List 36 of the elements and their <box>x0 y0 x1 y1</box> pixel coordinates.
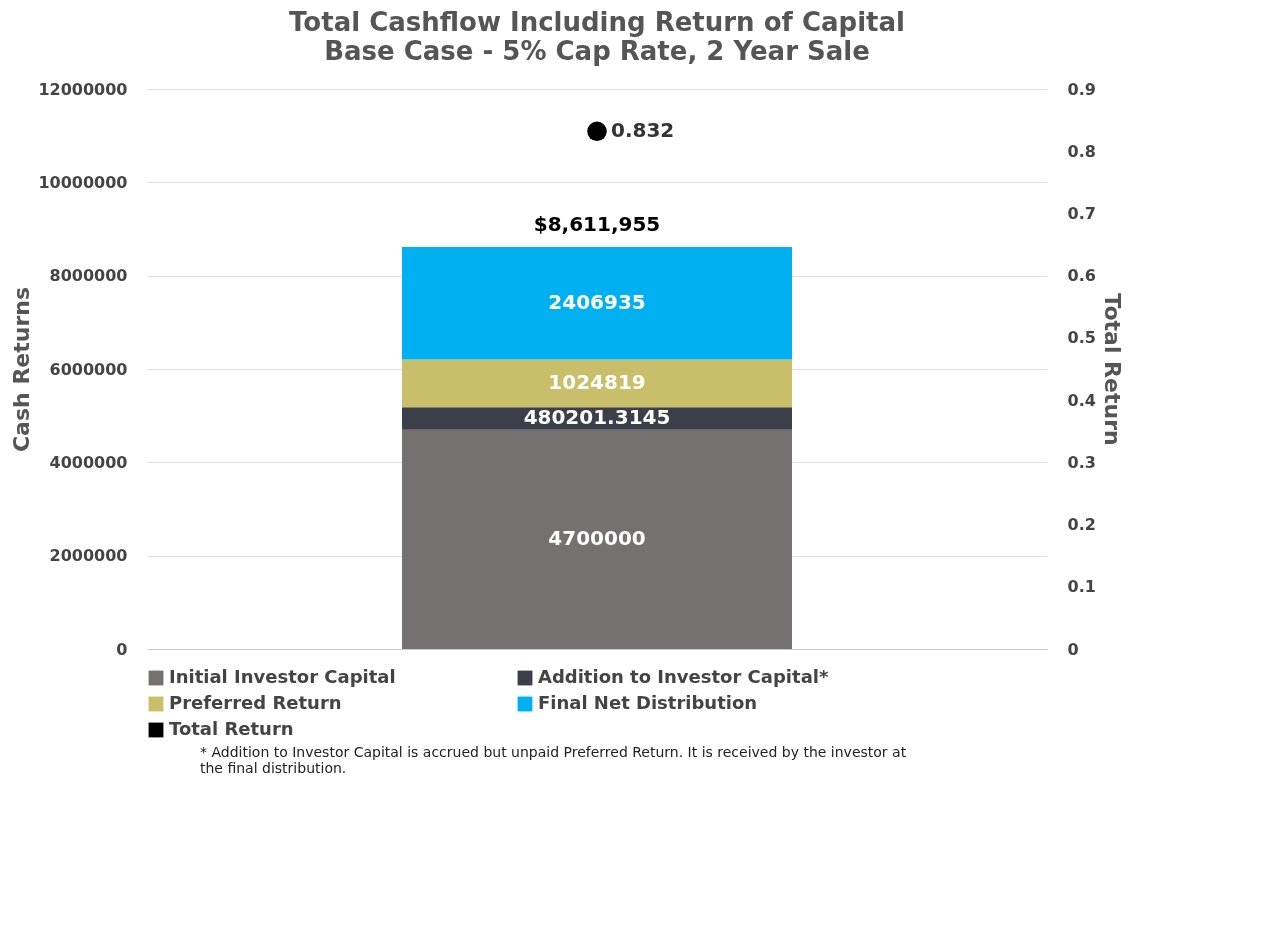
legend-label: Preferred Return <box>169 692 342 713</box>
bar <box>402 247 792 360</box>
data-label: 4700000 <box>548 526 646 551</box>
y2-tick-label: 0 <box>1067 639 1079 659</box>
text: * Addition to Investor Capital is accrued but unpaid Preferred Return. It is received by the investor at the final distribution. <box>200 744 908 776</box>
y2-axis-title: Total Return <box>1099 293 1125 446</box>
data-label: 480201.3145 <box>523 405 671 430</box>
y2-tick-label: 0.6 <box>1067 266 1096 286</box>
y-tick-label: 6000000 <box>49 359 128 379</box>
legend-label: Initial Investor Capital <box>169 666 396 687</box>
y2-tick-label: 0.4 <box>1067 390 1096 410</box>
y2-tick-label: 0.1 <box>1067 577 1096 597</box>
y-tick-label: 4000000 <box>49 452 128 472</box>
y2-tick-label: 0.8 <box>1067 141 1096 161</box>
data-label: 0.832 <box>611 118 675 143</box>
y2-tick-label: 0.3 <box>1067 452 1096 472</box>
bar <box>402 359 792 408</box>
y-tick-label: 2000000 <box>49 546 128 566</box>
legend-label: Final Net Distribution <box>538 692 758 713</box>
y-tick-label: 10000000 <box>38 172 128 192</box>
y-tick-label: 0 <box>116 639 128 659</box>
y2-tick-label: 0.9 <box>1067 79 1096 99</box>
y2-tick-label: 0.5 <box>1067 328 1096 348</box>
y-axis-title: Cash Returns <box>9 286 35 453</box>
legend-label: Total Return <box>169 718 294 739</box>
y-tick-label: 12000000 <box>38 79 128 99</box>
y-tick-label: 8000000 <box>49 266 128 286</box>
y2-tick-label: 0.7 <box>1067 203 1096 223</box>
data-label: 1024819 <box>548 370 646 395</box>
y2-tick-label: 0.2 <box>1067 515 1096 535</box>
chart-title: Total Cashflow Including Return of Capital <box>289 7 905 37</box>
bar <box>402 429 792 649</box>
total-label: $8,611,955 <box>533 212 661 237</box>
chart-subtitle: Base Case - 5% Cap Rate, 2 Year Sale <box>324 36 870 66</box>
legend-label: Addition to Investor Capital* <box>538 666 829 687</box>
data-label: 2406935 <box>548 290 646 315</box>
